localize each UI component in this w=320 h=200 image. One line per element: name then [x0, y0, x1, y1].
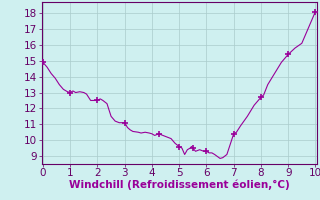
X-axis label: Windchill (Refroidissement éolien,°C): Windchill (Refroidissement éolien,°C) [69, 180, 290, 190]
